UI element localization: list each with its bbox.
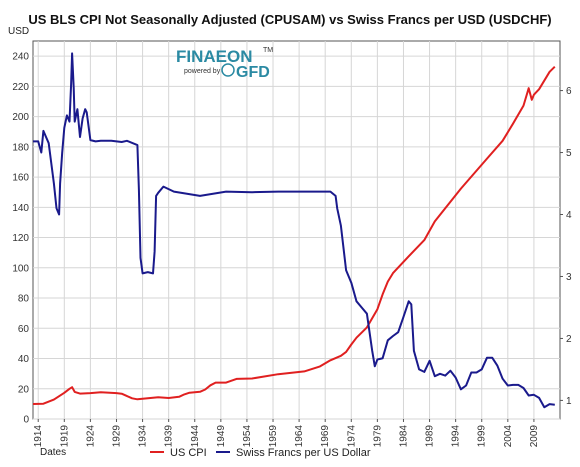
y-left-tick-label: 220 [12,82,29,93]
x-tick-label: 1929 [111,425,122,448]
y-right-tick-label: 1 [566,396,572,407]
globe-icon [221,63,235,77]
legend-label-cpi: US CPI [170,447,207,459]
x-tick-label: 1959 [268,425,279,448]
y-left-tick-label: 100 [12,263,29,274]
left-axis-unit: USD [8,26,29,37]
x-axis: 1914 1919 1924 1929 1934 1939 1944 1949 1954 1959… [33,419,540,447]
y-right-axis: 1 2 3 4 5 6 [560,86,572,407]
chart-title: US BLS CPI Not Seasonally Adjusted (CPUS… [28,12,552,27]
y-left-tick-label: 0 [23,415,29,426]
x-tick-label: 1974 [346,425,357,448]
y-left-tick-label: 80 [18,294,30,305]
x-tick-label: 1949 [216,425,227,448]
series-line-usdchf [33,52,555,409]
x-tick-label: 2004 [503,425,514,448]
finaeon-logo: FINAEON TM powered by GFD [176,47,273,81]
logo-tm: TM [263,47,273,54]
x-tick-label: 1969 [320,425,331,448]
y-left-tick-label: 160 [12,173,29,184]
grid-lines [33,41,560,420]
logo-powered-by: powered by [184,68,221,75]
y-right-tick-label: 6 [566,86,572,97]
y-right-tick-label: 3 [566,272,572,283]
series-group [33,52,556,409]
x-axis-label: Dates [40,447,66,458]
x-tick-label: 1999 [477,425,488,448]
y-left-tick-label: 20 [18,384,30,395]
y-left-tick-label: 200 [12,112,29,123]
plot-area [32,40,561,420]
x-tick-label: 1994 [451,425,462,448]
y-right-tick-label: 5 [566,148,572,159]
x-tick-label: 1984 [398,425,409,448]
legend-label-chf: Swiss Francs per US Dollar [236,447,371,459]
x-tick-label: 1989 [425,425,436,448]
y-left-tick-label: 40 [18,354,30,365]
y-right-tick-label: 2 [566,334,572,345]
logo-gfd: GFD [236,64,270,81]
y-left-axis: 0 20 40 60 80 100 120 140 160 180 200 220 240 [12,52,29,426]
y-right-tick-label: 4 [566,210,572,221]
x-tick-label: 1954 [242,425,253,448]
x-tick-label: 1934 [138,425,149,448]
x-tick-label: 1944 [190,425,201,448]
y-left-tick-label: 120 [12,233,29,244]
y-left-tick-label: 240 [12,52,29,63]
x-tick-label: 1939 [164,425,175,448]
y-left-tick-label: 180 [12,142,29,153]
x-tick-label: 1914 [33,425,44,448]
x-tick-label: 1919 [59,425,70,448]
y-left-tick-label: 60 [18,324,30,335]
x-tick-label: 1964 [294,425,305,448]
logo-brand: FINAEON [176,47,253,66]
x-tick-label: 1924 [85,425,96,448]
y-left-tick-label: 140 [12,203,29,214]
legend: US CPI Swiss Francs per US Dollar [150,447,371,459]
x-tick-label: 2009 [529,425,540,448]
series-line-us-cpi [33,65,556,405]
x-tick-label: 1979 [372,425,383,448]
